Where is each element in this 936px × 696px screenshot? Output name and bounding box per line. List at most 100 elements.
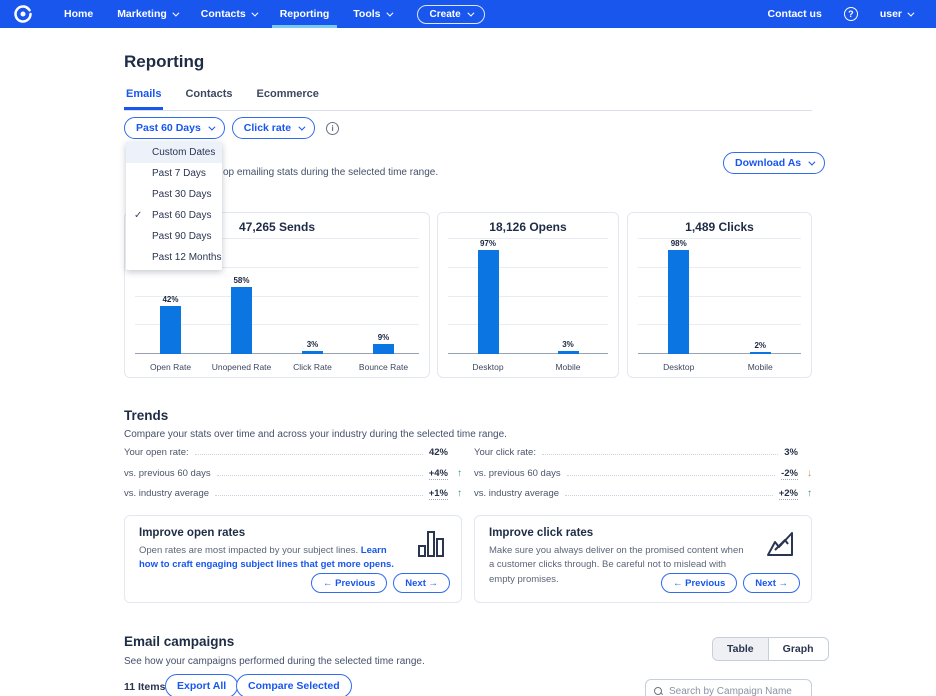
trend-row: Your open rate: 42% bbox=[124, 447, 462, 468]
create-button-label: Create bbox=[429, 8, 461, 20]
x-axis-label: Desktop bbox=[472, 362, 504, 372]
nav-contact-us[interactable]: Contact us bbox=[768, 0, 822, 28]
x-axis-label: Mobile bbox=[555, 362, 581, 372]
bar-column: 2% bbox=[720, 239, 802, 354]
items-count: 11 Items bbox=[124, 681, 166, 693]
toggle-table[interactable]: Table bbox=[713, 638, 769, 660]
date-range-dropdown-button[interactable]: Past 60 Days bbox=[124, 117, 225, 139]
help-icon[interactable]: ? bbox=[843, 7, 858, 21]
gridline bbox=[638, 295, 801, 297]
nav-tools-label: Tools bbox=[353, 8, 381, 20]
metric-value: Click rate bbox=[243, 122, 292, 134]
bar bbox=[749, 351, 771, 354]
gridline bbox=[448, 295, 608, 297]
export-all-button[interactable]: Export All bbox=[165, 674, 239, 696]
nav-tools[interactable]: Tools bbox=[353, 0, 393, 28]
trend-value: 3% bbox=[784, 447, 798, 458]
metric-dropdown-button[interactable]: Click rate bbox=[231, 117, 316, 139]
next-button[interactable]: Next → bbox=[743, 573, 800, 593]
bar-value-label: 58% bbox=[233, 276, 250, 286]
chart-x-axis-labels: Desktop Mobile bbox=[448, 362, 608, 372]
bar-column: 9% bbox=[348, 239, 419, 354]
leader-line bbox=[194, 454, 423, 455]
opens-chart-card: 18,126 Opens 97% 3% Desktop Mobile bbox=[437, 212, 619, 378]
tab-emails[interactable]: Emails bbox=[124, 84, 164, 110]
tip-text: Open rates are most impacted by your sub… bbox=[139, 545, 361, 556]
next-button[interactable]: Next → bbox=[393, 573, 450, 593]
bar-value-label: 2% bbox=[754, 340, 767, 350]
trend-value: +4% bbox=[428, 467, 448, 480]
trend-down-arrow-icon: ↓ bbox=[807, 467, 812, 479]
table-graph-toggle: Table Graph bbox=[712, 637, 829, 661]
tip-body: Make sure you always deliver on the prom… bbox=[489, 544, 744, 587]
dropdown-option-past-12-months[interactable]: Past 12 Months bbox=[152, 252, 222, 263]
bar-value-label: 42% bbox=[162, 294, 179, 304]
trend-row: vs. industry average +1% ↑ bbox=[124, 488, 462, 509]
search-input[interactable] bbox=[669, 685, 803, 696]
leader-line bbox=[216, 474, 423, 476]
tab-contacts[interactable]: Contacts bbox=[185, 88, 233, 100]
trend-value: 42% bbox=[428, 447, 448, 458]
bar bbox=[557, 350, 579, 354]
dropdown-option-past-90-days[interactable]: Past 90 Days bbox=[152, 231, 212, 242]
gridline bbox=[448, 324, 608, 326]
trend-row: Your click rate: 3% bbox=[474, 447, 812, 468]
chevron-down-icon bbox=[467, 9, 475, 17]
date-range-value: Past 60 Days bbox=[136, 122, 201, 134]
nav-contacts[interactable]: Contacts bbox=[201, 0, 259, 28]
dropdown-option-past-30-days[interactable]: Past 30 Days bbox=[152, 189, 212, 200]
download-as-button[interactable]: Download As bbox=[723, 152, 826, 174]
nav-reporting-label: Reporting bbox=[279, 8, 330, 20]
tip-link[interactable]: Learn how to craft engaging subject line… bbox=[139, 545, 394, 571]
bar bbox=[160, 305, 181, 354]
sends-chart-card: 47,265 Sends 42% 58% 3% 9% Open Rate Unopene… bbox=[124, 212, 430, 378]
nav-marketing[interactable]: Marketing bbox=[117, 0, 180, 28]
dropdown-option-past-60-days[interactable]: ✓ Past 60 Days bbox=[126, 205, 222, 226]
leader-line bbox=[566, 474, 776, 476]
chart-bars: 42% 58% 3% 9% bbox=[135, 239, 419, 354]
line-chart-icon bbox=[765, 529, 795, 564]
create-button[interactable]: Create bbox=[416, 4, 485, 24]
bar-value-label: 97% bbox=[479, 239, 496, 248]
user-menu-label: user bbox=[879, 8, 902, 20]
bar bbox=[373, 343, 394, 354]
nav-home[interactable]: Home bbox=[64, 0, 93, 28]
check-icon: ✓ bbox=[134, 210, 143, 221]
previous-button[interactable]: ← Previous bbox=[660, 573, 738, 593]
bar-column: 3% bbox=[277, 239, 348, 354]
chevron-down-icon bbox=[298, 123, 306, 131]
help-glyph: ? bbox=[848, 9, 854, 19]
user-menu[interactable]: user bbox=[879, 0, 915, 28]
bar bbox=[302, 350, 323, 354]
info-icon[interactable]: i bbox=[326, 121, 340, 135]
bar-value-label: 98% bbox=[670, 239, 687, 248]
dropdown-option-custom-dates[interactable]: Custom Dates bbox=[126, 142, 222, 163]
compare-selected-button[interactable]: Compare Selected bbox=[236, 674, 352, 696]
trend-row: vs. previous 60 days +4% ↑ bbox=[124, 468, 462, 489]
page-title: Reporting bbox=[124, 52, 205, 71]
bar-column: 3% bbox=[528, 239, 608, 354]
chart-plot-area: 97% 3% bbox=[448, 238, 608, 354]
email-campaigns-heading: Email campaigns bbox=[124, 634, 235, 649]
constant-contact-logo-icon[interactable] bbox=[12, 3, 34, 25]
leader-line bbox=[215, 495, 423, 496]
gridline bbox=[448, 238, 608, 239]
tab-ecommerce[interactable]: Ecommerce bbox=[256, 88, 319, 100]
bar-column: 98% bbox=[638, 239, 720, 354]
dropdown-option-past-7-days[interactable]: Past 7 Days bbox=[152, 168, 206, 179]
trend-row: vs. industry average +2% ↑ bbox=[474, 488, 812, 509]
chevron-down-icon bbox=[808, 158, 816, 166]
chart-title: 18,126 Opens bbox=[489, 220, 567, 234]
x-axis-baseline bbox=[448, 353, 608, 354]
chevron-down-icon bbox=[907, 9, 915, 17]
toggle-graph[interactable]: Graph bbox=[782, 643, 814, 655]
x-axis-label: Bounce Rate bbox=[358, 362, 409, 372]
bar-chart-icon bbox=[417, 529, 445, 564]
chevron-down-icon bbox=[208, 123, 216, 131]
trend-value: +2% bbox=[778, 488, 798, 500]
nav-reporting[interactable]: Reporting bbox=[271, 0, 337, 28]
bar bbox=[668, 250, 690, 354]
bar bbox=[477, 250, 499, 354]
previous-button[interactable]: ← Previous bbox=[310, 573, 388, 593]
